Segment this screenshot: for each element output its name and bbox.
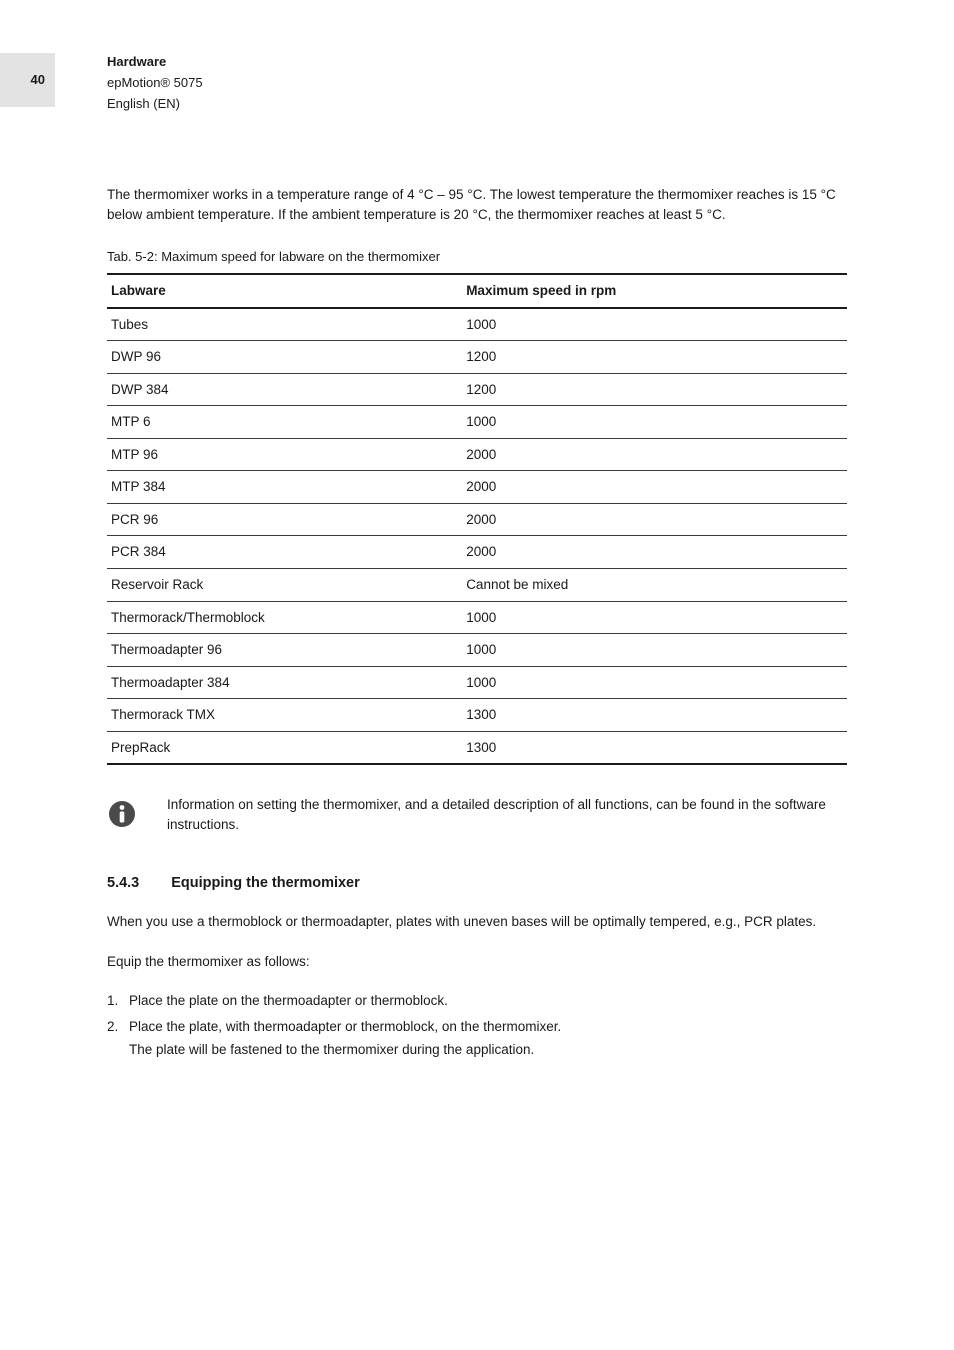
cell-labware: Thermoadapter 384 (107, 666, 462, 699)
table-row: PrepRack1300 (107, 731, 847, 764)
cell-speed: Cannot be mixed (462, 569, 847, 602)
page-root: 40 Hardware epMotion® 5075 English (EN) … (0, 0, 954, 1350)
cell-labware: PCR 96 (107, 503, 462, 536)
table-row: Thermoadapter 3841000 (107, 666, 847, 699)
table-row: DWP 961200 (107, 341, 847, 374)
cell-labware: MTP 6 (107, 406, 462, 439)
section-title: Equipping the thermomixer (171, 873, 360, 894)
header-title: Hardware (107, 53, 203, 72)
page-number-tab: 40 (0, 53, 55, 107)
section-body: When you use a thermoblock or thermoadap… (107, 912, 847, 1060)
step-text: Place the plate on the thermoadapter or … (129, 993, 448, 1008)
table-row: MTP 962000 (107, 438, 847, 471)
cell-labware: Tubes (107, 308, 462, 341)
intro-paragraph: The thermomixer works in a temperature r… (107, 185, 847, 224)
cell-speed: 1200 (462, 373, 847, 406)
table-header-row: Labware Maximum speed in rpm (107, 274, 847, 308)
cell-speed: 1000 (462, 634, 847, 667)
cell-speed: 1300 (462, 731, 847, 764)
content-area: The thermomixer works in a temperature r… (107, 185, 847, 1066)
section-p1: When you use a thermoblock or thermoadap… (107, 912, 847, 932)
header-subtitle: epMotion® 5075 (107, 74, 203, 93)
cell-speed: 2000 (462, 438, 847, 471)
section-number: 5.4.3 (107, 873, 139, 894)
table-row: Thermoadapter 961000 (107, 634, 847, 667)
step-item: Place the plate on the thermoadapter or … (107, 991, 847, 1011)
table-row: Thermorack TMX1300 (107, 699, 847, 732)
page-header: Hardware epMotion® 5075 English (EN) (107, 53, 203, 114)
cell-speed: 1000 (462, 601, 847, 634)
info-icon (107, 799, 137, 835)
table-row: MTP 61000 (107, 406, 847, 439)
cell-speed: 1000 (462, 406, 847, 439)
cell-labware: PCR 384 (107, 536, 462, 569)
table-row: DWP 3841200 (107, 373, 847, 406)
cell-labware: MTP 96 (107, 438, 462, 471)
cell-speed: 2000 (462, 503, 847, 536)
step-subtext: The plate will be fastened to the thermo… (129, 1040, 847, 1060)
cell-speed: 2000 (462, 471, 847, 504)
cell-labware: Thermorack/Thermoblock (107, 601, 462, 634)
table-row: Tubes1000 (107, 308, 847, 341)
info-text: Information on setting the thermomixer, … (167, 795, 847, 834)
table-caption: Tab. 5-2: Maximum speed for labware on t… (107, 248, 847, 267)
cell-labware: Thermorack TMX (107, 699, 462, 732)
cell-labware: Reservoir Rack (107, 569, 462, 602)
cell-speed: 1000 (462, 666, 847, 699)
cell-labware: DWP 96 (107, 341, 462, 374)
table-row: PCR 3842000 (107, 536, 847, 569)
cell-labware: PrepRack (107, 731, 462, 764)
table-row: PCR 962000 (107, 503, 847, 536)
step-item: Place the plate, with thermoadapter or t… (107, 1017, 847, 1060)
table-body: Tubes1000 DWP 961200 DWP 3841200 MTP 610… (107, 308, 847, 765)
section-p2: Equip the thermomixer as follows: (107, 952, 847, 972)
page-number: 40 (31, 71, 45, 90)
info-block: Information on setting the thermomixer, … (107, 795, 847, 835)
cell-speed: 2000 (462, 536, 847, 569)
table-row: Thermorack/Thermoblock1000 (107, 601, 847, 634)
table-row: Reservoir RackCannot be mixed (107, 569, 847, 602)
labware-speed-table: Labware Maximum speed in rpm Tubes1000 D… (107, 273, 847, 765)
cell-speed: 1000 (462, 308, 847, 341)
steps-list: Place the plate on the thermoadapter or … (107, 991, 847, 1060)
header-lang: English (EN) (107, 95, 203, 114)
cell-labware: Thermoadapter 96 (107, 634, 462, 667)
step-text: Place the plate, with thermoadapter or t… (129, 1019, 561, 1034)
cell-speed: 1300 (462, 699, 847, 732)
col-header-labware: Labware (107, 274, 462, 308)
col-header-speed: Maximum speed in rpm (462, 274, 847, 308)
section-heading: 5.4.3 Equipping the thermomixer (107, 873, 847, 894)
cell-labware: DWP 384 (107, 373, 462, 406)
cell-labware: MTP 384 (107, 471, 462, 504)
cell-speed: 1200 (462, 341, 847, 374)
table-row: MTP 3842000 (107, 471, 847, 504)
